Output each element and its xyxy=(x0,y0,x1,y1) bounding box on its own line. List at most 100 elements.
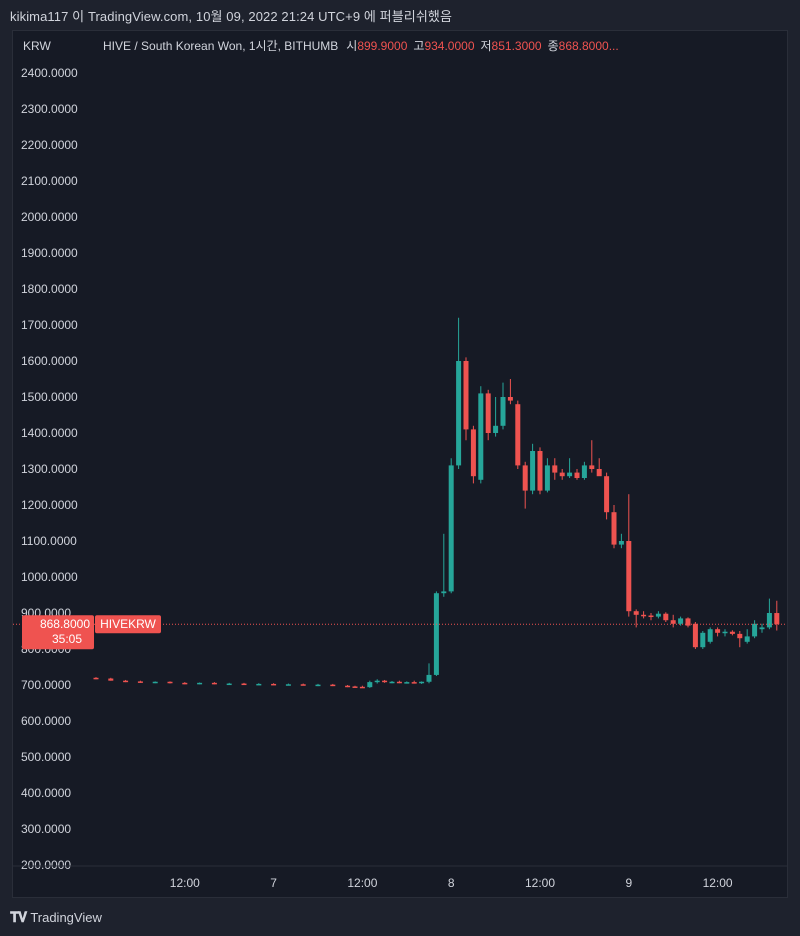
candle xyxy=(493,397,499,437)
candle xyxy=(618,533,624,549)
candle-body xyxy=(167,681,173,684)
candle-body xyxy=(589,465,595,469)
y-tick-label: 2000.0000 xyxy=(21,210,78,224)
candle-body xyxy=(700,632,706,648)
candle xyxy=(241,682,247,686)
candle-body xyxy=(345,685,351,688)
candle xyxy=(470,425,476,484)
last-price-badge xyxy=(22,615,94,650)
candle-body xyxy=(419,681,425,684)
candle-body xyxy=(663,613,669,621)
candle-body xyxy=(456,361,462,466)
candle xyxy=(729,630,735,636)
chart-frame[interactable]: 2400.0000 2300.0000 2200.0000 2100.0000 2000… xyxy=(12,30,800,898)
candle xyxy=(552,458,558,480)
candle xyxy=(559,469,565,480)
symbol-tag: HIVEKRW xyxy=(100,617,156,631)
candle-body xyxy=(404,682,410,684)
candle xyxy=(596,458,602,477)
candle-body xyxy=(670,620,676,624)
candle-body xyxy=(330,684,336,687)
y-tick-label: 1400.0000 xyxy=(21,426,78,440)
ohlc-label: 시 xyxy=(346,39,357,53)
candle-body xyxy=(715,629,721,633)
candle-body xyxy=(478,393,484,480)
candle-body xyxy=(604,476,610,513)
candle-body xyxy=(137,681,143,683)
candle-body xyxy=(522,465,528,491)
tradingview-logo-icon[interactable]: 𝐓𝐕 xyxy=(10,908,27,925)
y-tick-label: 500.0000 xyxy=(21,750,71,764)
candle xyxy=(485,389,491,441)
candle-body xyxy=(507,397,513,401)
candle xyxy=(692,622,698,649)
y-tick-label: 700.0000 xyxy=(21,678,71,692)
candle-body xyxy=(759,627,765,630)
footer-brand[interactable]: TradingView xyxy=(30,909,102,925)
candle xyxy=(404,681,410,684)
candle xyxy=(663,612,669,622)
candle-body xyxy=(707,629,713,642)
candle xyxy=(211,682,217,685)
last-price-value: 868.8000 xyxy=(40,617,90,631)
candle-body xyxy=(448,465,454,592)
candle xyxy=(441,533,447,597)
y-axis: 2400.0000 2300.0000 2200.0000 2100.0000 2000… xyxy=(21,39,78,872)
candle-body xyxy=(389,681,395,684)
candle xyxy=(456,317,462,469)
x-tick-label: 12:00 xyxy=(170,876,200,890)
ohlc-label: 종 xyxy=(548,39,559,53)
candle-body xyxy=(226,683,232,686)
candle-body xyxy=(766,613,772,628)
candle-body xyxy=(211,682,217,685)
candle xyxy=(515,400,521,469)
candle xyxy=(544,458,550,493)
candle xyxy=(226,682,232,686)
candle xyxy=(530,443,536,495)
candle-body xyxy=(581,465,587,478)
candle-body xyxy=(485,393,491,433)
candle-body xyxy=(108,678,114,681)
x-tick-label: 8 xyxy=(448,876,455,890)
symbol-legend: HIVE / South Korean Won, 1시간, BITHUMB 시89… xyxy=(103,39,619,53)
y-tick-label: 2200.0000 xyxy=(21,138,78,152)
candle xyxy=(367,680,373,688)
candle xyxy=(448,458,454,594)
y-tick-label: 1500.0000 xyxy=(21,390,78,404)
publisher-bar: kikima117 이 TradingView.com, 10월 09, 202… xyxy=(0,0,800,30)
y-tick-label: 200.0000 xyxy=(21,858,71,872)
candle-body xyxy=(722,631,728,634)
candle xyxy=(737,631,743,648)
candle-body xyxy=(426,674,432,682)
y-tick-label: 1700.0000 xyxy=(21,318,78,332)
x-tick-label: 9 xyxy=(625,876,632,890)
candle-body xyxy=(611,512,617,545)
candle xyxy=(752,620,758,639)
candle-body xyxy=(285,684,291,686)
candlestick-chart[interactable]: 2400.0000 2300.0000 2200.0000 2100.0000 2000… xyxy=(13,31,800,897)
candle xyxy=(744,629,750,644)
candle-body xyxy=(197,682,203,685)
candle xyxy=(707,627,713,644)
y-tick-label: 400.0000 xyxy=(21,786,71,800)
candle xyxy=(589,440,595,473)
candle-body xyxy=(315,684,321,687)
candle-body xyxy=(470,429,476,477)
y-tick-label: 1800.0000 xyxy=(21,282,78,296)
candle-body xyxy=(685,618,691,626)
candle xyxy=(167,681,173,684)
candle-body xyxy=(271,683,277,686)
candle-body xyxy=(559,472,565,477)
candle xyxy=(374,679,380,684)
candle-body xyxy=(596,469,602,477)
candle-countdown: 35:05 xyxy=(52,632,82,646)
candle xyxy=(685,617,691,628)
symbol-name: HIVE / South Korean Won, 1시간, BITHUMB xyxy=(103,39,338,53)
ohlc-label: 저 xyxy=(481,39,492,53)
y-tick-label: 2300.0000 xyxy=(21,102,78,116)
candle xyxy=(396,680,402,684)
candle-body xyxy=(552,465,558,473)
y-tick-label: 1300.0000 xyxy=(21,462,78,476)
